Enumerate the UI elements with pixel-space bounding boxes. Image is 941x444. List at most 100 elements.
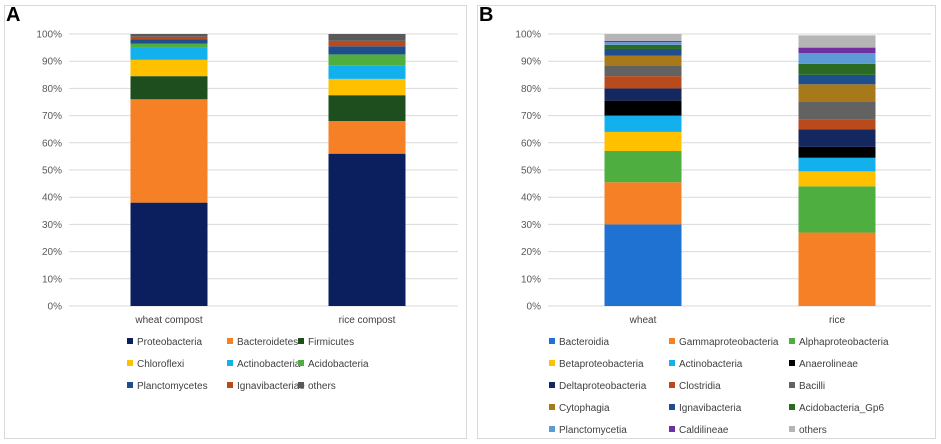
bar-segment — [130, 43, 208, 48]
y-tick-label: 10% — [42, 274, 62, 285]
legend-label: Planctomycetes — [137, 381, 208, 392]
legend-swatch — [549, 360, 555, 366]
legend-swatch — [669, 382, 675, 388]
legend-label: Bacteroidetes — [237, 337, 298, 348]
bar-segment — [798, 102, 876, 120]
y-tick-label: 100% — [36, 30, 62, 41]
legend-swatch — [549, 404, 555, 410]
legend-label: Bacteroidia — [559, 337, 609, 348]
bar-segment — [798, 74, 876, 85]
legend-swatch — [549, 338, 555, 344]
bar-segment — [130, 99, 208, 203]
legend-swatch — [298, 360, 304, 366]
legend-swatch — [669, 360, 675, 366]
legend-label: others — [308, 381, 336, 392]
x-category-label: wheat — [629, 315, 657, 326]
bar-segment — [798, 157, 876, 172]
bar-segment — [130, 39, 208, 44]
legend-label: Betaproteobacteria — [559, 359, 644, 370]
legend-swatch — [298, 338, 304, 344]
bar-segment — [798, 35, 876, 48]
y-tick-label: 40% — [521, 193, 541, 204]
legend-label: Cytophagia — [559, 403, 610, 414]
legend-label: Chloroflexi — [137, 359, 184, 370]
legend-label: Actinobacteria — [237, 359, 301, 370]
bar-segment — [604, 88, 682, 101]
y-tick-label: 30% — [42, 220, 62, 231]
bar-segment — [604, 48, 682, 56]
y-tick-label: 90% — [42, 57, 62, 68]
y-tick-label: 40% — [42, 193, 62, 204]
bar-segment — [798, 129, 876, 147]
legend-label: Alphaproteobacteria — [799, 337, 889, 348]
panel-label-b: B — [479, 4, 494, 26]
legend-label: Anaerolineae — [799, 359, 858, 370]
legend-label: Ignavibacteria — [679, 403, 742, 414]
bar-segment — [798, 84, 876, 102]
bar-segment — [604, 55, 682, 66]
y-tick-label: 90% — [521, 57, 541, 68]
bar-segment — [130, 59, 208, 77]
bar-segment — [328, 46, 406, 55]
bar-segment — [604, 115, 682, 132]
bar-segment — [130, 202, 208, 306]
bar-segment — [328, 65, 406, 79]
y-tick-label: 30% — [521, 220, 541, 231]
legend-swatch — [227, 338, 233, 344]
panel-label-a: A — [6, 4, 21, 26]
legend-swatch — [789, 426, 795, 432]
bar-segment — [604, 100, 682, 116]
legend-swatch — [127, 360, 133, 366]
bar-segment — [130, 36, 208, 40]
legend-swatch — [789, 360, 795, 366]
legend-swatch — [549, 426, 555, 432]
legend-label: others — [799, 425, 827, 436]
legend-label: Caldilineae — [679, 425, 729, 436]
legend-swatch — [789, 404, 795, 410]
bar-segment — [798, 232, 876, 306]
bar-segment — [798, 63, 876, 75]
bar-segment — [604, 150, 682, 183]
bar-segment — [328, 95, 406, 122]
bar-segment — [328, 121, 406, 154]
legend-swatch — [127, 382, 133, 388]
bar-segment — [604, 34, 682, 41]
bar-segment — [798, 53, 876, 64]
x-category-label: wheat compost — [134, 315, 202, 326]
legend-label: Acidobacteria — [308, 359, 369, 370]
bar-segment — [604, 42, 682, 45]
bar-segment — [130, 47, 208, 60]
bar-segment — [328, 153, 406, 306]
y-tick-label: 80% — [521, 84, 541, 95]
x-category-label: rice compost — [339, 315, 396, 326]
legend-label: Planctomycetia — [559, 425, 627, 436]
bar-segment — [798, 186, 876, 233]
bar-segment — [604, 44, 682, 49]
y-tick-label: 20% — [42, 247, 62, 258]
y-tick-label: 70% — [521, 111, 541, 122]
legend-swatch — [789, 382, 795, 388]
legend-label: Gammaproteobacteria — [679, 337, 779, 348]
legend-swatch — [227, 382, 233, 388]
y-tick-label: 80% — [42, 84, 62, 95]
bar-segment — [130, 76, 208, 100]
legend-label: Clostridia — [679, 381, 721, 392]
legend-swatch — [549, 382, 555, 388]
bar-segment — [328, 54, 406, 66]
legend-label: Firmicutes — [308, 337, 354, 348]
bar-segment — [604, 224, 682, 306]
x-category-label: rice — [829, 315, 846, 326]
bar-segment — [604, 65, 682, 77]
bar-segment — [130, 34, 208, 37]
legend-swatch — [789, 338, 795, 344]
y-tick-label: 70% — [42, 111, 62, 122]
bar-segment — [798, 146, 876, 158]
legend-swatch — [227, 360, 233, 366]
y-tick-label: 60% — [521, 138, 541, 149]
bar-segment — [798, 47, 876, 54]
legend-swatch — [669, 426, 675, 432]
y-tick-label: 20% — [521, 247, 541, 258]
bar-segment — [798, 119, 876, 130]
legend-label: Deltaproteobacteria — [559, 381, 647, 392]
